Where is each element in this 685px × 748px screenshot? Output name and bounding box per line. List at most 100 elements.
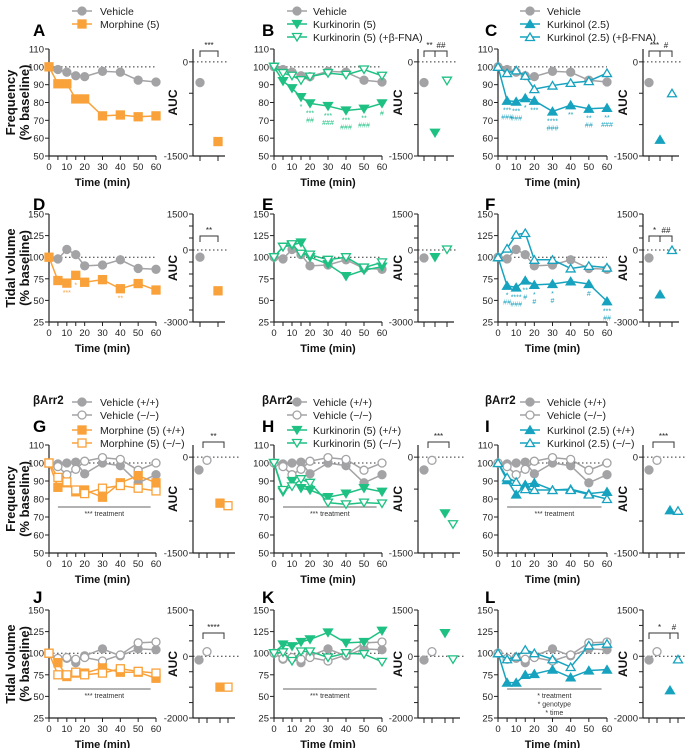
data-point xyxy=(295,238,307,248)
auc-y-tick-label: 0 xyxy=(408,652,413,663)
y-tick-label: 100 xyxy=(477,459,493,470)
y-tick-label: 70 xyxy=(482,513,493,524)
data-point xyxy=(566,255,576,265)
data-point xyxy=(151,458,161,468)
x-tick-label: 60 xyxy=(602,724,613,735)
auc-point xyxy=(202,455,212,465)
x-tick-label: 30 xyxy=(547,328,558,339)
x-axis-title: Time (min) xyxy=(300,177,356,189)
y-tick-label: 100 xyxy=(477,62,493,73)
data-point xyxy=(601,102,613,112)
y-tick-label: 125 xyxy=(477,627,493,638)
legend-marker xyxy=(524,424,536,435)
data-point xyxy=(53,482,63,492)
data-point xyxy=(62,67,72,77)
auc-y-tick-label: 1500 xyxy=(392,606,413,617)
y-tick-label: 50 xyxy=(258,152,269,163)
x-tick-label: 50 xyxy=(584,328,595,339)
data-point xyxy=(601,262,613,272)
y-tick-label: 100 xyxy=(253,649,269,660)
significance-label: **** xyxy=(511,294,522,301)
data-point xyxy=(340,489,352,499)
significance-label: ### xyxy=(601,122,613,129)
data-point xyxy=(519,92,531,103)
data-point xyxy=(71,270,81,280)
data-point xyxy=(71,654,81,664)
auc-point xyxy=(447,520,459,530)
y-tick-label: 50 xyxy=(33,692,44,703)
auc-y-tick-label: -2000 xyxy=(389,714,413,725)
significance-label: * xyxy=(524,105,527,112)
auc-y-tick-label: 0 xyxy=(183,57,188,68)
x-tick-label: 30 xyxy=(547,162,558,173)
x-tick-label: 40 xyxy=(115,559,126,570)
data-point xyxy=(133,666,143,676)
data-point xyxy=(510,476,522,487)
significance-label: * xyxy=(74,282,77,289)
data-point xyxy=(519,483,531,494)
x-tick-label: 0 xyxy=(271,162,276,173)
x-tick-label: 10 xyxy=(511,724,522,735)
x-tick-label: 60 xyxy=(151,328,162,339)
y-tick-label: 75 xyxy=(33,274,44,285)
data-point xyxy=(53,670,63,680)
x-tick-label: 10 xyxy=(511,162,522,173)
legend-marker xyxy=(524,18,536,29)
significance-label: ### xyxy=(510,301,522,308)
y-tick-label: 100 xyxy=(28,253,44,264)
bracket-label: # xyxy=(672,623,677,632)
data-point xyxy=(286,656,298,667)
data-point xyxy=(547,66,558,76)
auc-point xyxy=(215,498,225,508)
data-point xyxy=(322,493,334,503)
x-tick-label: 20 xyxy=(305,328,316,339)
auc-y-tick-label: -1500 xyxy=(614,152,638,163)
data-point xyxy=(583,75,595,86)
panel-h: H 50 60 70 80 90 100 110 0 10 20 30 40 50 60 Time (min)… xyxy=(253,395,464,586)
auc-y-tick-label: 0 xyxy=(183,453,188,464)
x-tick-label: 40 xyxy=(341,724,352,735)
auc-point xyxy=(664,504,676,515)
data-point xyxy=(376,487,388,498)
significance-label: **** xyxy=(547,118,558,125)
y-tick-label: 100 xyxy=(28,62,44,73)
y-tick-label: 125 xyxy=(28,627,44,638)
bracket-label: *** xyxy=(204,41,213,50)
significance-label: ## xyxy=(585,123,593,130)
data-point xyxy=(358,263,370,273)
x-tick-label: 0 xyxy=(271,559,276,570)
significance-label: * xyxy=(300,104,303,111)
data-point xyxy=(115,67,125,77)
y-tick-label: 70 xyxy=(33,513,44,524)
bracket-label: * xyxy=(653,226,656,235)
significance-label: *** xyxy=(503,108,511,115)
x-tick-label: 50 xyxy=(133,162,144,173)
y-tick-label: 60 xyxy=(258,134,269,145)
significance-bracket xyxy=(434,50,448,57)
legend-marker xyxy=(77,6,87,16)
data-point xyxy=(322,255,334,266)
data-point xyxy=(80,456,90,466)
x-tick-label: 60 xyxy=(602,559,613,570)
data-point xyxy=(80,94,90,104)
data-point xyxy=(305,261,315,271)
x-tick-label: 60 xyxy=(377,328,388,339)
auc-y-tick-label: -1500 xyxy=(164,549,188,560)
x-tick-label: 20 xyxy=(529,724,540,735)
legend-marker xyxy=(77,397,87,407)
x-tick-label: 40 xyxy=(115,724,126,735)
significance-label: * xyxy=(506,293,509,300)
data-point xyxy=(528,83,540,94)
data-point xyxy=(80,652,90,663)
x-tick-label: 40 xyxy=(115,162,126,173)
treatment-label: *** treatment xyxy=(84,693,124,700)
data-point xyxy=(565,484,577,495)
panel-letter: D xyxy=(33,195,45,214)
y-tick-label: 150 xyxy=(28,210,44,221)
auc-point xyxy=(672,505,684,515)
significance-label: ** xyxy=(118,296,124,303)
data-point xyxy=(286,476,298,487)
data-point xyxy=(62,670,72,680)
